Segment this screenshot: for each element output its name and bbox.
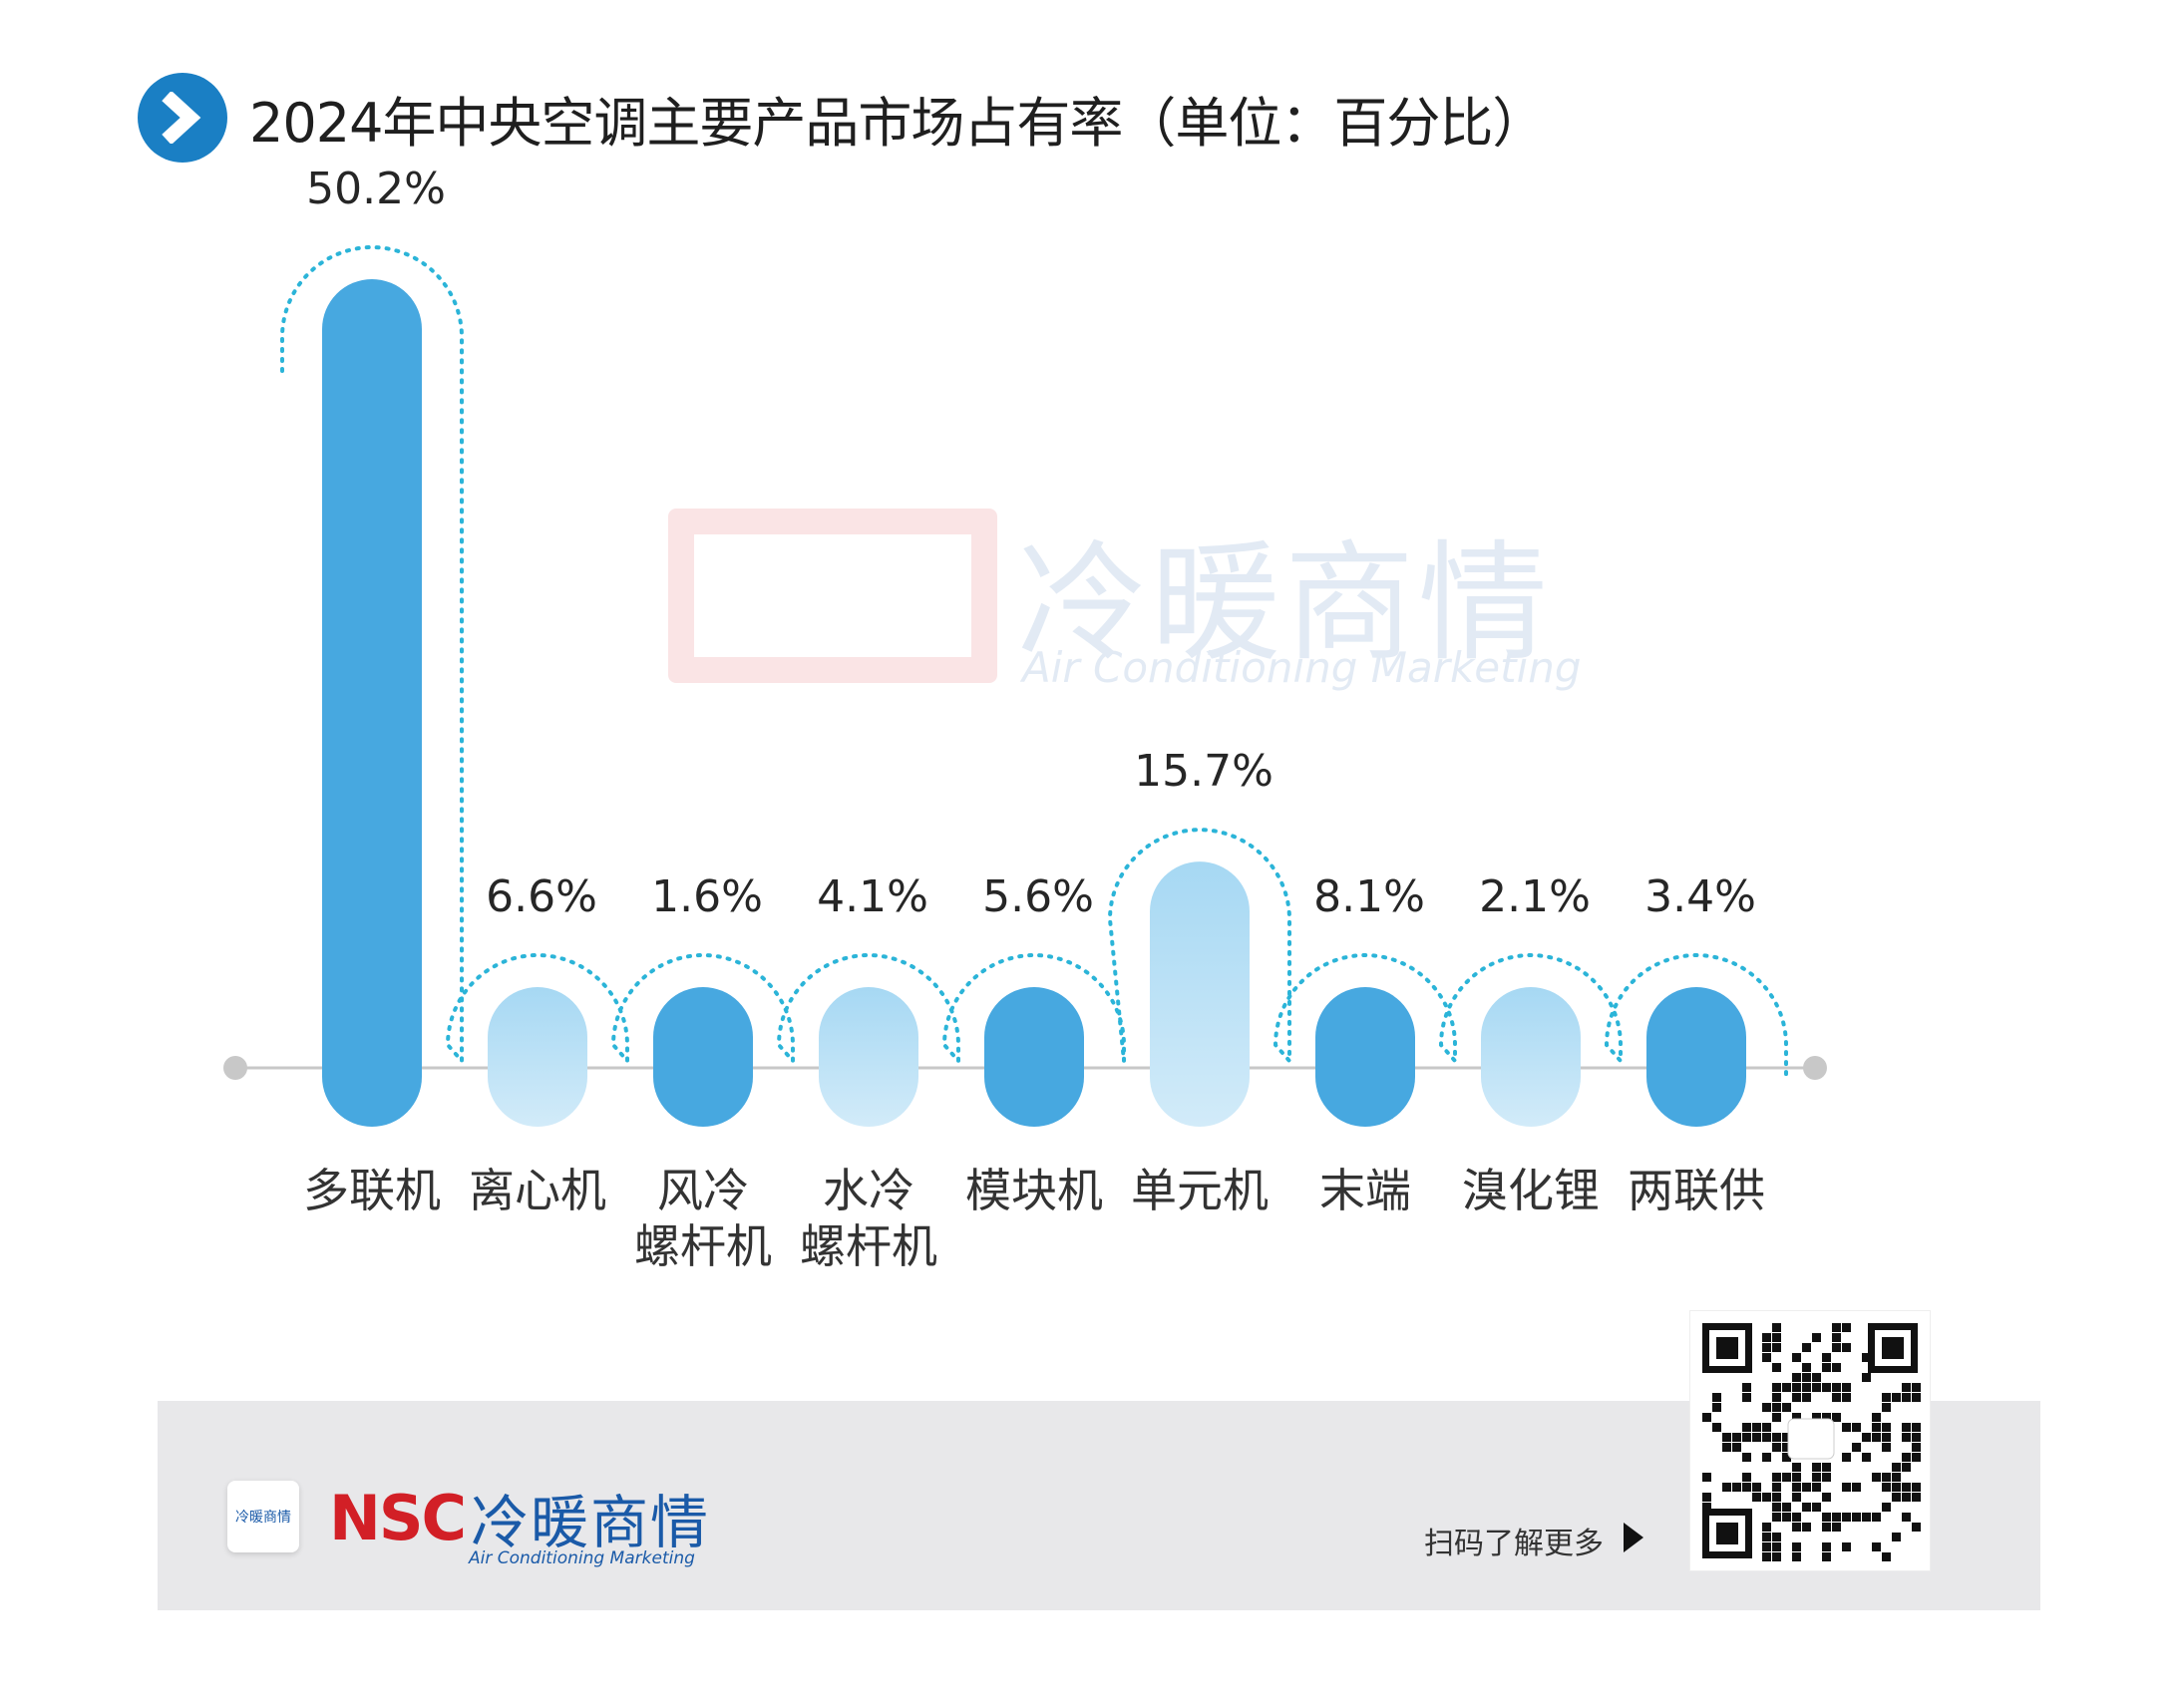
play-arrow-icon: [1624, 1523, 1643, 1552]
bar-6: [1315, 987, 1415, 1127]
category-label-7: 溴化锂: [1462, 1164, 1600, 1217]
category-label-2-0: 风冷: [657, 1164, 749, 1217]
category-label-6: 末端: [1319, 1164, 1411, 1217]
axis-end-dot-right: [1803, 1056, 1827, 1080]
chevron-right-icon: [138, 73, 227, 163]
data-label-3: 4.1%: [817, 871, 928, 922]
bar-0: [322, 279, 422, 1127]
bar-2: [653, 987, 753, 1127]
data-label-5: 15.7%: [1134, 746, 1273, 797]
data-label-2: 1.6%: [651, 871, 763, 922]
axis-end-dot-left: [223, 1056, 247, 1080]
bar-chart: 50.2% 6.6% 1.6% 4.1% 5.6% 15.7% 8.1% 2.1% 3.4% 多…: [223, 164, 1827, 1273]
chart-title-row: 2024年中央空调主要产品市场占有率（单位：百分比）: [138, 68, 1546, 168]
bar-4: [984, 987, 1084, 1127]
bar-1: [488, 987, 587, 1127]
brand-logo-nsc: NSC: [329, 1481, 467, 1554]
category-label-1: 离心机: [469, 1164, 606, 1217]
data-label-0: 50.2%: [306, 164, 446, 214]
category-label-3-1: 螺杆机: [800, 1219, 937, 1273]
brand-logo: NSC 冷暖商情 Air Conditioning Marketing: [329, 1481, 710, 1569]
data-label-4: 5.6%: [982, 871, 1094, 922]
category-label-8: 两联供: [1628, 1164, 1765, 1217]
bar-8: [1646, 987, 1746, 1127]
data-label-8: 3.4%: [1644, 871, 1756, 922]
bar-3: [819, 987, 918, 1127]
category-label-5: 单元机: [1131, 1164, 1269, 1217]
brand-logo-cn: 冷暖商情: [471, 1489, 711, 1556]
category-label-2-1: 螺杆机: [634, 1219, 772, 1273]
bar-7: [1481, 987, 1581, 1127]
bar-5: [1150, 861, 1250, 1127]
dotted-arc-outline: [280, 245, 1788, 1081]
qr-code[interactable]: [1690, 1311, 1930, 1570]
category-label-0: 多联机: [303, 1164, 441, 1217]
category-label-4: 模块机: [965, 1164, 1103, 1217]
brand-logo-en: Air Conditioning Marketing: [469, 1548, 695, 1568]
app-icon[interactable]: 冷暖商情: [227, 1481, 299, 1552]
category-label-3-0: 水冷: [823, 1164, 914, 1217]
data-label-1: 6.6%: [486, 871, 597, 922]
chart-title: 2024年中央空调主要产品市场占有率（单位：百分比）: [249, 91, 1546, 155]
scan-more-text: 扫码了解更多: [1424, 1527, 1604, 1561]
data-label-6: 8.1%: [1313, 871, 1425, 922]
data-label-7: 2.1%: [1479, 871, 1591, 922]
app-icon-text: 冷暖商情: [235, 1510, 291, 1526]
